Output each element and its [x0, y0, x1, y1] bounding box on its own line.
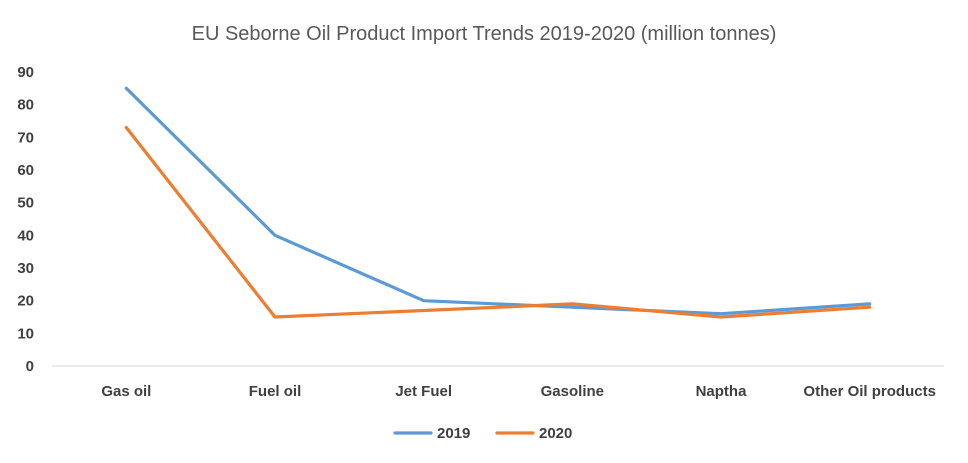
legend-label-2019: 2019 — [437, 425, 470, 442]
y-axis: 0 10 20 30 40 50 60 70 80 90 — [17, 64, 34, 375]
series-layer — [124, 86, 872, 319]
x-tick-label: Gas oil — [101, 383, 151, 400]
legend-label-2020: 2020 — [539, 425, 572, 442]
x-tick-label: Fuel oil — [249, 383, 302, 400]
series-line-2019 — [124, 86, 872, 316]
y-tick-label: 50 — [17, 195, 34, 212]
x-tick-label: Gasoline — [541, 383, 604, 400]
x-axis: Gas oil Fuel oil Jet Fuel Gasoline Naptha Oth… — [101, 383, 936, 400]
y-tick-label: 80 — [17, 97, 34, 114]
series-line-2020 — [124, 125, 872, 319]
chart-title: EU Seborne Oil Product Import Trends 201… — [192, 23, 777, 45]
x-tick-label: Other Oil products — [803, 383, 936, 400]
x-tick-label: Jet Fuel — [395, 383, 452, 400]
y-tick-label: 60 — [17, 162, 34, 179]
y-tick-label: 10 — [17, 325, 34, 342]
legend: 2019 2020 — [393, 425, 572, 442]
y-tick-label: 30 — [17, 260, 34, 277]
y-tick-label: 70 — [17, 129, 34, 146]
y-tick-label: 90 — [17, 64, 34, 81]
y-tick-label: 40 — [17, 227, 34, 244]
y-tick-label: 20 — [17, 293, 34, 310]
y-tick-label: 0 — [26, 358, 34, 375]
x-tick-label: Naptha — [696, 383, 747, 400]
